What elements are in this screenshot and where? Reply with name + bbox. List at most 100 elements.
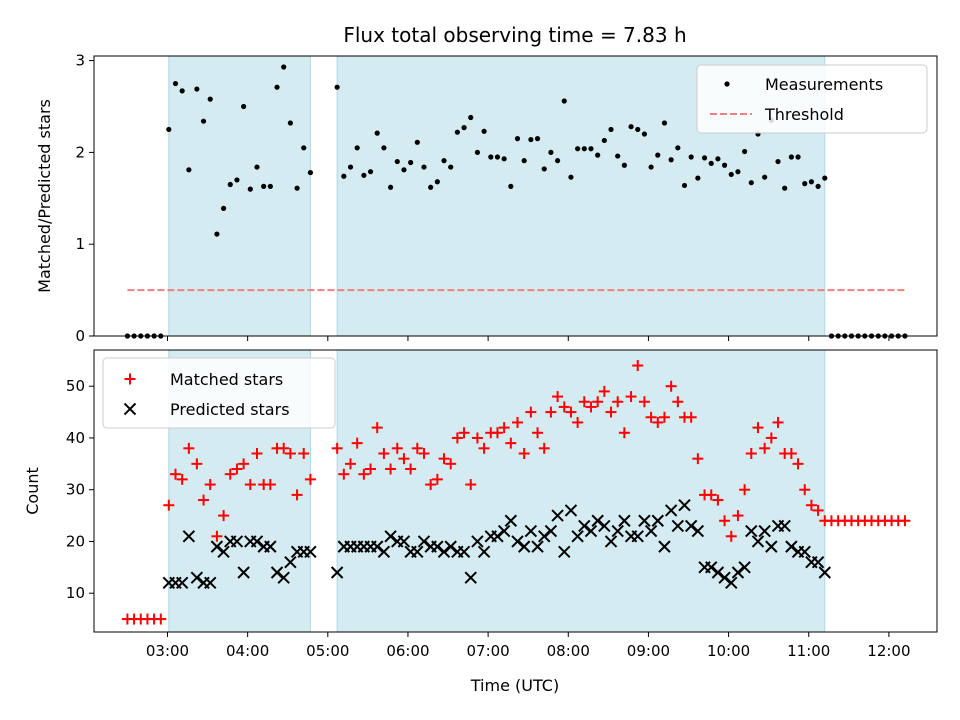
predicted-star-point — [175, 576, 189, 590]
matched-star-point — [176, 473, 188, 485]
matched-star-point — [532, 427, 544, 439]
measurement-point — [782, 185, 788, 191]
matched-star-point — [385, 463, 397, 475]
measurement-point — [628, 124, 634, 130]
matched-star-point — [658, 411, 670, 423]
matched-star-point — [169, 468, 181, 480]
measurement-point — [735, 169, 741, 175]
matched-star-point — [759, 442, 771, 454]
measurement-point — [728, 171, 734, 178]
matched-star-point — [298, 447, 310, 459]
predicted-star-point — [558, 545, 571, 559]
matched-star-point — [765, 432, 777, 444]
predicted-star-point — [578, 519, 591, 533]
matched-star-point — [572, 416, 584, 428]
matched-star-point — [552, 391, 564, 403]
measurement-point — [294, 185, 300, 191]
measurement-point — [186, 167, 192, 173]
predicted-star-point — [745, 524, 758, 538]
measurement-point — [421, 164, 427, 170]
matched-star-point — [251, 447, 263, 459]
measurement-point — [541, 166, 547, 172]
predicted-star-point — [684, 519, 698, 533]
matched-star-point — [692, 453, 704, 465]
matched-star-point — [772, 416, 784, 428]
predicted-star-point — [417, 535, 431, 548]
matched-star-point — [331, 442, 343, 454]
matched-star-point — [378, 447, 390, 459]
measurement-point — [241, 103, 247, 110]
legend-matched-plus — [124, 373, 136, 385]
measurement-point — [227, 181, 233, 188]
predicted-star-point — [798, 545, 811, 559]
measurement-point — [254, 164, 260, 170]
matched-star-point — [605, 406, 617, 418]
matched-star-point — [425, 479, 437, 491]
top-panel: 0 1 2 3 Matched/Predicted stars Measurement… — [35, 52, 938, 345]
matched-star-point — [451, 432, 463, 444]
measurement-point — [668, 157, 674, 163]
measurement-point — [234, 177, 240, 183]
measurement-point — [648, 164, 654, 170]
measurement-point — [688, 154, 694, 160]
bottom-shaded-interval-2 — [336, 349, 826, 633]
measurement-point — [207, 96, 213, 102]
measurement-point — [514, 136, 521, 142]
measurement-point — [695, 175, 701, 181]
matched-star-point — [191, 458, 203, 470]
matched-star-point — [505, 437, 517, 449]
top-y-tick-label: 1 — [75, 235, 85, 253]
x-tick-label: 09:00 — [627, 642, 670, 660]
matched-star-point — [899, 515, 911, 527]
predicted-star-point — [277, 571, 290, 584]
predicted-star-point — [411, 545, 424, 559]
matched-star-point — [418, 447, 430, 459]
predicted-star-point — [691, 524, 705, 538]
matched-star-point — [304, 473, 316, 485]
predicted-star-point — [371, 540, 384, 553]
measurement-point — [815, 183, 821, 189]
predicted-star-point — [778, 519, 791, 533]
top-shaded-interval-1 — [168, 55, 311, 337]
measurement-point — [334, 84, 340, 90]
predicted-star-point — [785, 540, 798, 553]
matched-star-point — [672, 396, 684, 408]
measurement-point — [822, 175, 828, 181]
predicted-star-point — [504, 514, 518, 527]
matched-star-point — [471, 432, 483, 444]
predicted-star-point — [738, 561, 751, 574]
measurement-point — [401, 167, 407, 173]
matched-star-point — [458, 427, 470, 439]
predicted-star-point — [758, 524, 771, 538]
matched-star-point — [198, 494, 210, 506]
x-tick-label: 07:00 — [466, 642, 509, 660]
predicted-star-point — [658, 540, 671, 553]
measurement-point — [387, 184, 394, 190]
measurement-point — [575, 146, 581, 152]
matched-star-point — [618, 427, 630, 439]
matched-star-point — [685, 411, 697, 423]
legend-measurements-label: Measurements — [765, 75, 883, 94]
matched-star-point — [745, 447, 757, 459]
predicted-star-point — [611, 524, 624, 538]
measurement-point — [287, 120, 293, 126]
matched-star-point — [291, 489, 303, 501]
matched-star-point — [498, 422, 510, 434]
matched-star-point — [645, 411, 657, 423]
bottom-legend-box — [102, 357, 336, 429]
matched-star-point — [218, 510, 230, 522]
matched-star-point — [558, 401, 570, 413]
matched-star-point — [705, 489, 717, 501]
measurement-point — [247, 186, 253, 192]
bottom-y-tick-label: 50 — [66, 377, 85, 395]
measurement-point — [488, 154, 494, 160]
measurement-point — [441, 158, 447, 164]
predicted-star-point — [457, 545, 471, 559]
matched-star-point — [512, 416, 524, 428]
matched-star-point — [371, 422, 383, 434]
measurement-point — [775, 158, 781, 165]
measurement-point — [795, 154, 801, 160]
measurement-point — [267, 183, 273, 189]
measurement-point — [274, 84, 280, 90]
matched-star-point — [812, 504, 824, 516]
